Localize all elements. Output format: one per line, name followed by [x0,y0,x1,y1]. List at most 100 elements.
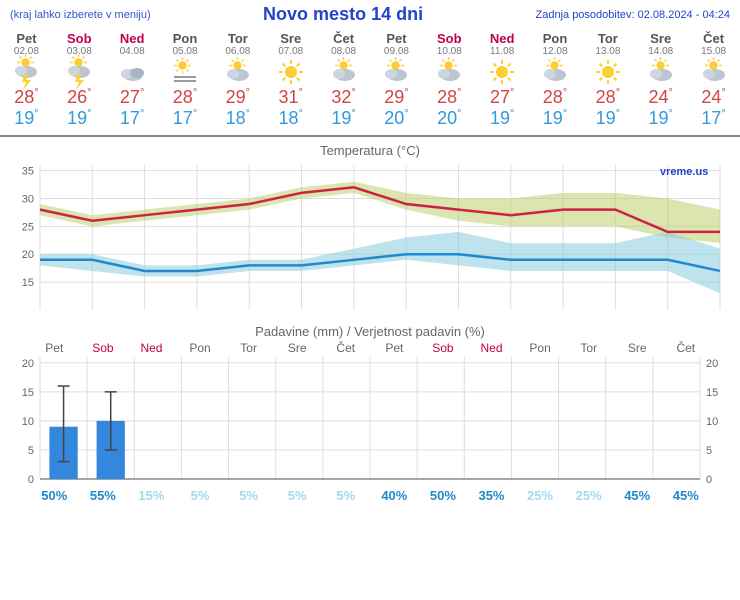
precip-day-label: Sre [613,341,662,355]
precip-day-label: Sob [419,341,468,355]
precip-chart-title: Padavine (mm) / Verjetnost padavin (%) [0,324,740,339]
day-column: Pon 05.08 28° 17° [159,31,212,129]
weather-icon [581,57,634,87]
precip-day-label: Sre [273,341,322,355]
precip-probability: 25% [564,488,613,503]
precip-day-label: Sob [79,341,128,355]
day-name: Pon [159,31,212,46]
precip-probability: 25% [516,488,565,503]
precipitation-chart: 0055101015152020 [10,355,730,488]
weather-icon [476,57,529,87]
precip-probability: 5% [273,488,322,503]
day-date: 04.08 [106,46,159,57]
svg-text:30: 30 [22,193,34,205]
weather-icon [529,57,582,87]
temp-low: 19° [0,108,53,129]
svg-text:20: 20 [706,358,718,370]
day-name: Ned [476,31,529,46]
day-date: 12.08 [529,46,582,57]
temp-low: 19° [317,108,370,129]
precip-probability: 45% [662,488,711,503]
day-column: Pet 09.08 29° 20° [370,31,423,129]
svg-text:35: 35 [22,166,34,178]
temp-low: 19° [581,108,634,129]
day-name: Tor [581,31,634,46]
precip-day-label: Pet [30,341,79,355]
temp-chart-title: Temperatura (°C) [0,143,740,158]
svg-text:vreme.us: vreme.us [660,166,708,178]
precip-day-label: Pon [176,341,225,355]
weather-icon [317,57,370,87]
precip-day-label: Ned [467,341,516,355]
day-date: 05.08 [159,46,212,57]
precip-probability: 40% [370,488,419,503]
day-column: Sre 07.08 31° 18° [264,31,317,129]
day-name: Pet [0,31,53,46]
temp-low: 17° [687,108,740,129]
svg-text:15: 15 [22,387,34,399]
svg-text:5: 5 [706,445,712,457]
day-column: Sob 10.08 28° 20° [423,31,476,129]
precip-probability: 5% [224,488,273,503]
header: (kraj lahko izberete v meniju) Novo mest… [0,0,740,29]
weather-icon [211,57,264,87]
day-date: 10.08 [423,46,476,57]
weather-icon [264,57,317,87]
svg-text:20: 20 [22,358,34,370]
weather-icon [423,57,476,87]
temp-high: 28° [159,87,212,108]
day-column: Čet 08.08 32° 19° [317,31,370,129]
temp-low: 20° [423,108,476,129]
temp-high: 29° [211,87,264,108]
temp-high: 32° [317,87,370,108]
day-column: Ned 11.08 27° 19° [476,31,529,129]
day-date: 08.08 [317,46,370,57]
temp-low: 18° [211,108,264,129]
temp-high: 27° [476,87,529,108]
weather-icon [634,57,687,87]
temp-high: 26° [53,87,106,108]
precip-probability: 35% [467,488,516,503]
day-column: Pon 12.08 28° 19° [529,31,582,129]
precip-day-label: Čet [321,341,370,355]
last-updated: Zadnja posodobitev: 02.08.2024 - 04:24 [536,9,730,21]
svg-text:10: 10 [706,416,718,428]
day-name: Sre [264,31,317,46]
temp-low: 18° [264,108,317,129]
precip-day-label: Ned [127,341,176,355]
day-column: Sob 03.08 26° 19° [53,31,106,129]
day-column: Ned 04.08 27° 17° [106,31,159,129]
day-column: Čet 15.08 24° 17° [687,31,740,129]
day-date: 13.08 [581,46,634,57]
day-name: Sre [634,31,687,46]
day-name: Čet [317,31,370,46]
precip-day-label: Pet [370,341,419,355]
day-name: Ned [106,31,159,46]
precip-day-label: Čet [662,341,711,355]
day-column: Sre 14.08 24° 19° [634,31,687,129]
weather-icon [53,57,106,87]
page-title: Novo mesto 14 dni [263,4,423,25]
menu-hint[interactable]: (kraj lahko izberete v meniju) [10,9,151,21]
temp-high: 27° [106,87,159,108]
precip-probability: 50% [30,488,79,503]
svg-text:0: 0 [706,474,712,485]
svg-text:5: 5 [28,445,34,457]
temp-low: 17° [106,108,159,129]
weather-icon [370,57,423,87]
svg-text:15: 15 [706,387,718,399]
precip-probability: 50% [419,488,468,503]
precip-day-label: Tor [224,341,273,355]
svg-text:25: 25 [22,221,34,233]
day-name: Pon [529,31,582,46]
svg-text:0: 0 [28,474,34,485]
precip-day-label: Tor [564,341,613,355]
day-name: Tor [211,31,264,46]
day-date: 06.08 [211,46,264,57]
svg-text:15: 15 [22,277,34,289]
temp-high: 31° [264,87,317,108]
precip-probability: 5% [321,488,370,503]
day-column: Pet 02.08 28° 19° [0,31,53,129]
precip-probability: 45% [613,488,662,503]
day-column: Tor 13.08 28° 19° [581,31,634,129]
